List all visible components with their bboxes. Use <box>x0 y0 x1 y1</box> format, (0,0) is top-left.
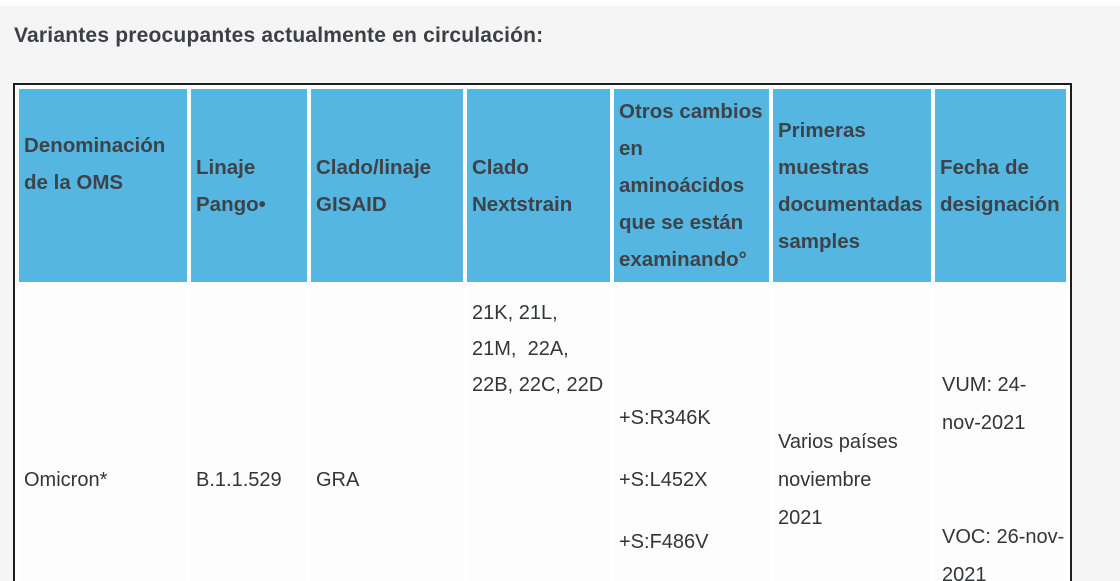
column-header-clado-nextstrain: Clado Nextstrain <box>467 89 610 282</box>
cell-nextstrain-clades: 21K, 21L, 21M, 22A, 22B, 22C, 22D <box>467 286 610 581</box>
table-row: Omicron* B.1.1.529 GRA 21K, 21L, 21M, 22… <box>19 286 1066 581</box>
column-header-otros-cambios: Otros cambios en aminoácidos que se está… <box>614 89 769 282</box>
cell-gisaid-clade: GRA <box>311 286 463 581</box>
column-header-fecha-designacion: Fecha de designación <box>935 89 1066 282</box>
page-title: Variantes preocupantes actualmente en ci… <box>14 24 544 47</box>
designation-date: VUM: 24- nov-2021 <box>942 374 1027 434</box>
cell-who-label: Omicron* <box>19 286 187 581</box>
amino-acid-change: +S:F486V <box>619 531 709 553</box>
cell-pango-lineage: B.1.1.529 <box>191 286 307 581</box>
column-header-primeras-muestras: Primeras muestras documentadas samples <box>773 89 931 282</box>
variants-table: Denominación de la OMS Linaje Pango• Cla… <box>13 83 1072 581</box>
designation-date: VOC: 26-nov- 2021 <box>942 526 1065 581</box>
amino-acid-change: +S:L452X <box>619 469 708 491</box>
column-header-denominacion-oms: Denominación de la OMS <box>19 89 187 282</box>
header-row: Denominación de la OMS Linaje Pango• Cla… <box>19 89 1066 282</box>
cell-amino-acid-changes: +S:R346K +S:L452X +S:F486V <box>614 286 769 581</box>
column-header-clado-gisaid: Clado/linaje GISAID <box>311 89 463 282</box>
cell-first-samples: Varios países noviembre 2021 <box>773 286 931 581</box>
amino-acid-change: +S:R346K <box>619 407 711 429</box>
column-header-linaje-pango: Linaje Pango• <box>191 89 307 282</box>
top-strip <box>0 0 1120 6</box>
cell-designation-dates: VUM: 24- nov-2021 VOC: 26-nov- 2021 <box>935 286 1066 581</box>
